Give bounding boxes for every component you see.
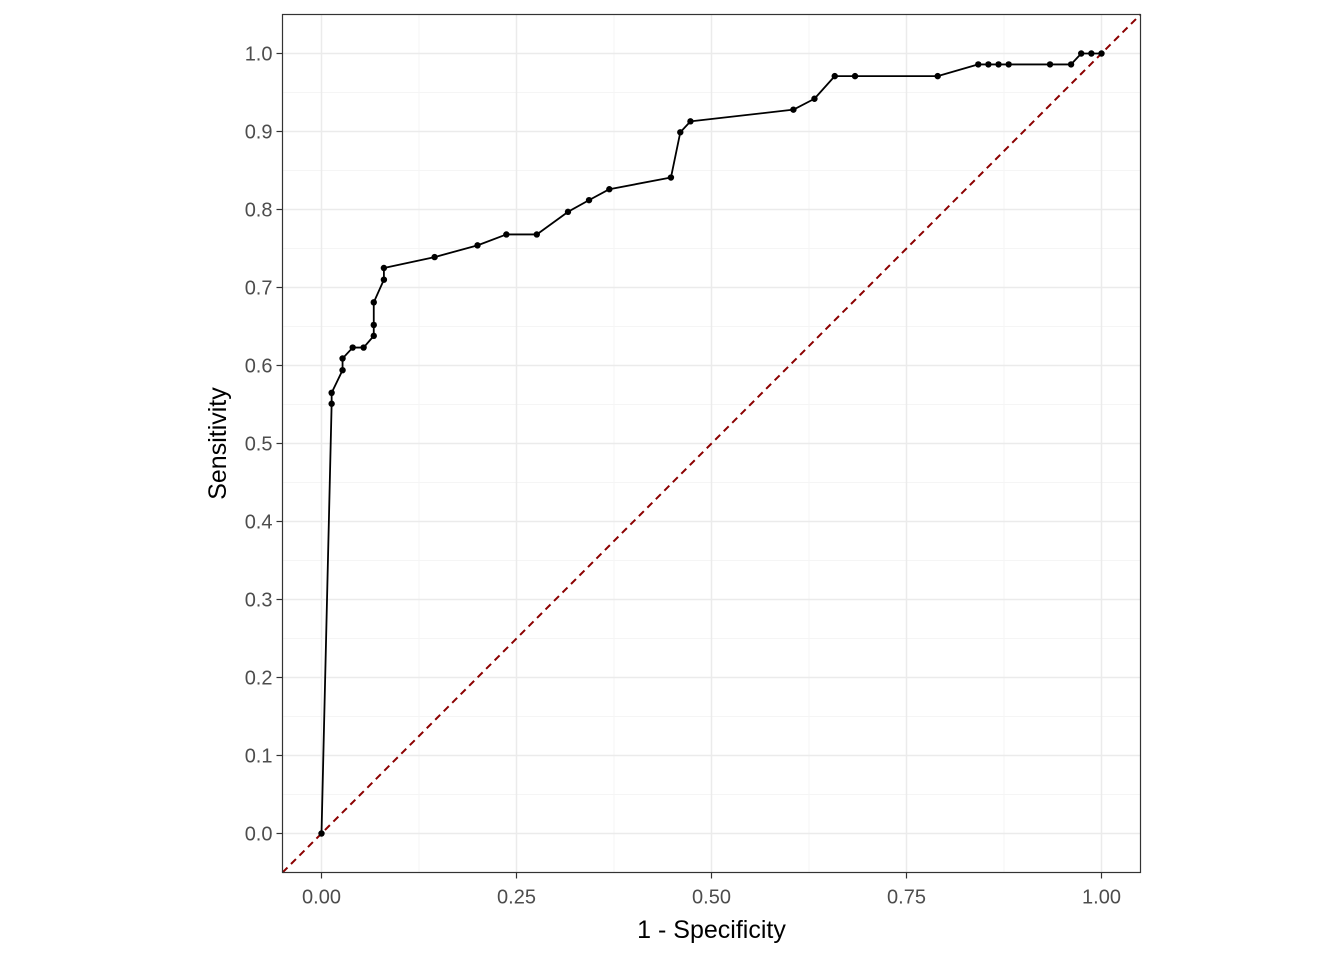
x-tick-label: 0.50 [692, 887, 731, 909]
roc-point [790, 106, 797, 113]
roc-point [1078, 50, 1085, 57]
x-tick-label: 0.75 [887, 887, 926, 909]
y-tick-label: 0.7 [245, 278, 273, 300]
roc-point [606, 186, 613, 193]
roc-point [1088, 50, 1095, 57]
roc-point [503, 231, 510, 238]
roc-point [985, 61, 992, 68]
roc-point [975, 61, 982, 68]
y-tick-label: 0.2 [245, 668, 273, 690]
roc-point [349, 344, 356, 351]
grid-major [282, 14, 1141, 873]
roc-point [811, 95, 818, 102]
roc-point [831, 72, 838, 80]
reference-diagonal-line [281, 13, 1142, 874]
roc-point [360, 344, 367, 351]
roc-point [1046, 61, 1054, 68]
x-axis-title: 1 - Specificity [637, 916, 786, 944]
y-tick-label: 1.0 [245, 44, 273, 66]
y-tick-label: 0.6 [245, 356, 273, 378]
roc-point [370, 332, 377, 340]
roc-point [677, 129, 684, 136]
y-tick-label: 0.9 [245, 122, 273, 144]
y-tick-label: 0.4 [245, 512, 273, 534]
roc-point [585, 196, 593, 204]
roc-point [995, 61, 1002, 68]
y-tick-label: 0.3 [245, 590, 273, 612]
roc-point [370, 299, 377, 306]
y-tick-label: 0.5 [245, 434, 273, 456]
y-tick-label: 0.1 [245, 746, 273, 768]
roc-point [328, 400, 335, 407]
roc-point [851, 72, 859, 80]
roc-point [318, 830, 325, 837]
x-tick-label: 1.00 [1082, 887, 1121, 909]
roc-point [474, 242, 481, 249]
x-axis-ticks: 0.00 0.25 0.50 0.75 1.00 [302, 872, 1121, 909]
roc-point [934, 72, 941, 80]
x-tick-label: 0.25 [497, 887, 536, 909]
roc-point [380, 276, 388, 283]
roc-point [328, 389, 335, 396]
roc-point [687, 118, 694, 125]
y-axis-ticks: 0.0 0.1 0.2 0.3 0.4 0.5 0.6 0.7 0.8 0.9 1.0 [245, 44, 283, 846]
y-tick-label: 0.8 [245, 200, 273, 222]
roc-point [667, 174, 675, 181]
roc-point [339, 366, 346, 374]
roc-points-layer [318, 50, 1105, 837]
roc-point [533, 231, 540, 238]
y-tick-label: 0.0 [245, 824, 273, 846]
y-axis-title: Sensitivity [204, 387, 232, 500]
roc-point [339, 355, 346, 362]
roc-point [564, 208, 572, 216]
roc-point [380, 264, 388, 272]
roc-point [1098, 50, 1105, 57]
roc-point [370, 321, 377, 329]
roc-point [1067, 61, 1075, 68]
x-tick-label: 0.00 [302, 887, 341, 909]
roc-point [431, 253, 438, 261]
reference-line-layer [281, 13, 1142, 874]
roc-point [1005, 61, 1012, 68]
